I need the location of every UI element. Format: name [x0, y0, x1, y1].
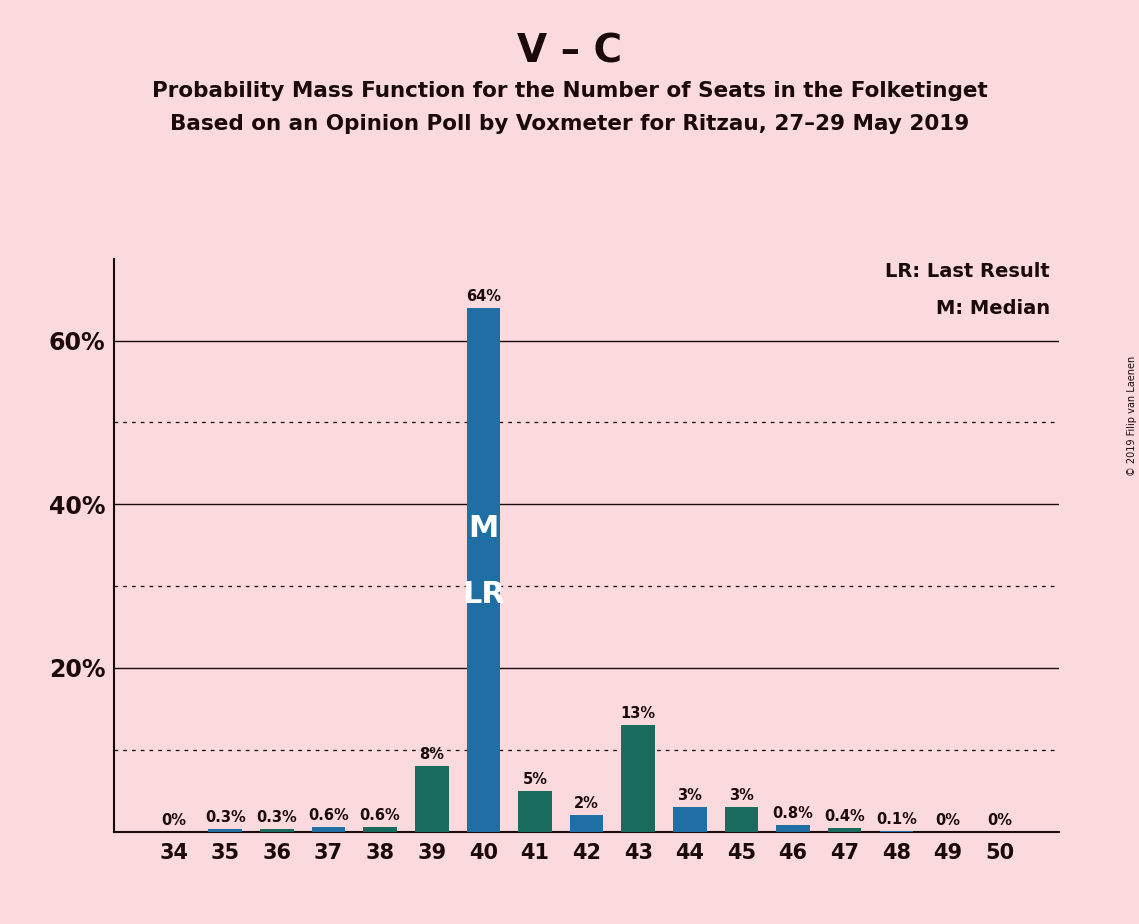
Text: 0.3%: 0.3% — [256, 810, 297, 825]
Bar — [518, 791, 551, 832]
Text: M: Median: M: Median — [936, 298, 1050, 318]
Text: LR: LR — [462, 579, 505, 609]
Bar — [622, 725, 655, 832]
Text: M: M — [468, 515, 499, 543]
Bar — [208, 829, 243, 832]
Text: 2%: 2% — [574, 796, 599, 811]
Text: 8%: 8% — [419, 747, 444, 762]
Text: 13%: 13% — [621, 706, 656, 721]
Text: 0.8%: 0.8% — [772, 806, 813, 821]
Bar — [415, 766, 449, 832]
Bar — [312, 827, 345, 832]
Text: Based on an Opinion Poll by Voxmeter for Ritzau, 27–29 May 2019: Based on an Opinion Poll by Voxmeter for… — [170, 114, 969, 134]
Text: 0%: 0% — [988, 812, 1013, 828]
Bar — [673, 807, 706, 832]
Bar — [724, 807, 759, 832]
Bar — [260, 829, 294, 832]
Text: LR: Last Result: LR: Last Result — [885, 261, 1050, 281]
Text: 0.4%: 0.4% — [825, 809, 865, 824]
Text: 0.3%: 0.3% — [205, 810, 246, 825]
Text: Probability Mass Function for the Number of Seats in the Folketinget: Probability Mass Function for the Number… — [151, 81, 988, 102]
Text: 0.6%: 0.6% — [309, 808, 349, 822]
Bar — [777, 825, 810, 832]
Bar — [363, 827, 396, 832]
Text: 3%: 3% — [729, 788, 754, 803]
Text: 3%: 3% — [678, 788, 703, 803]
Bar — [828, 828, 861, 832]
Text: 64%: 64% — [466, 288, 501, 304]
Text: 0%: 0% — [935, 812, 960, 828]
Bar — [467, 308, 500, 832]
Text: 0.1%: 0.1% — [876, 811, 917, 827]
Text: 0%: 0% — [161, 812, 186, 828]
Bar — [570, 815, 604, 832]
Text: 0.6%: 0.6% — [360, 808, 401, 822]
Text: 5%: 5% — [523, 772, 548, 786]
Text: © 2019 Filip van Laenen: © 2019 Filip van Laenen — [1126, 356, 1137, 476]
Text: V – C: V – C — [517, 32, 622, 70]
